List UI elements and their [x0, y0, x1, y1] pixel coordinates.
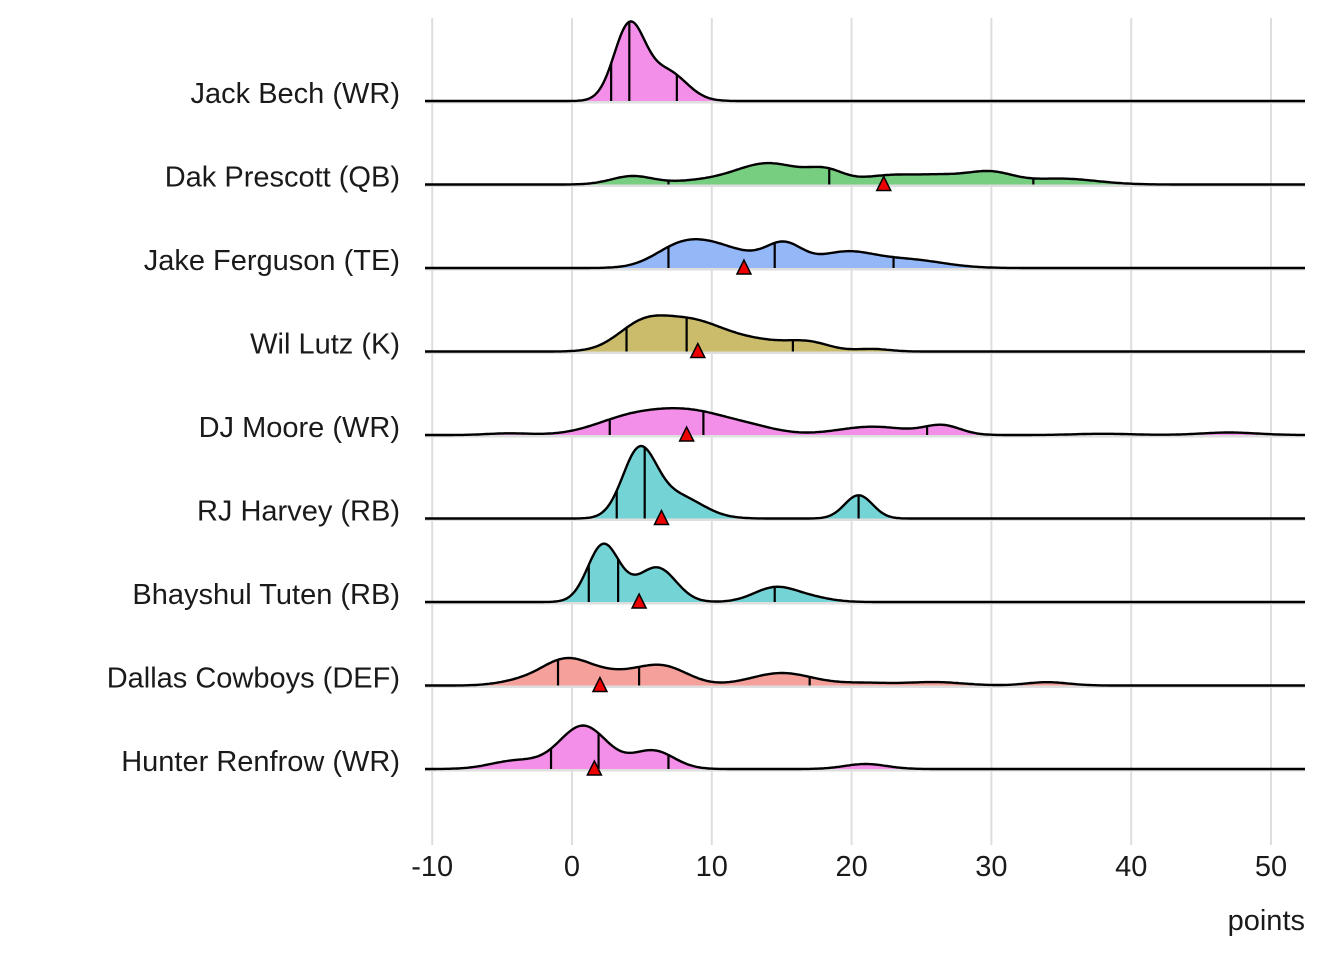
player-label: Dak Prescott (QB)	[165, 162, 400, 194]
actual-points-marker	[678, 425, 695, 442]
x-tick-label: 40	[1115, 851, 1147, 883]
ridge-row	[425, 314, 1305, 359]
actual-points-marker	[630, 592, 648, 609]
density-line	[425, 161, 1305, 186]
player-label: Hunter Renfrow (WR)	[121, 746, 400, 778]
player-label: Dallas Cowboys (DEF)	[107, 663, 400, 695]
x-tick-label: 30	[975, 851, 1007, 883]
player-label: RJ Harvey (RB)	[197, 496, 400, 528]
x-axis-title: points	[1228, 905, 1305, 937]
ridge-row	[425, 161, 1305, 192]
density-line	[425, 407, 1305, 437]
ridge-row	[425, 407, 1305, 442]
actual-points-marker	[689, 341, 707, 359]
player-label: DJ Moore (WR)	[199, 412, 400, 444]
density-area	[425, 446, 1305, 519]
y-axis-labels: Jack Bech (WR) Dak Prescott (QB) Jake Ferg…	[107, 78, 400, 778]
ridge-row	[425, 724, 1305, 776]
density-line	[425, 542, 1305, 604]
x-tick-label: 10	[696, 851, 728, 883]
x-tick-label: 0	[564, 851, 580, 883]
density-area	[425, 408, 1305, 435]
density-area	[425, 21, 1305, 101]
ridge-row	[425, 20, 1305, 103]
density-area	[425, 543, 1305, 602]
density-area	[425, 658, 1305, 686]
density-line	[425, 724, 1305, 771]
actual-points-marker	[586, 759, 603, 776]
density-line	[425, 444, 1305, 520]
actual-points-marker	[591, 675, 609, 693]
player-label: Jack Bech (WR)	[191, 78, 400, 110]
x-axis-ticks: -10 0 10 20 30 40 50	[411, 851, 1287, 883]
actual-points-marker	[735, 258, 753, 275]
ridge-row	[425, 238, 1305, 275]
ridges	[425, 20, 1305, 776]
density-area	[425, 163, 1305, 185]
player-label: Wil Lutz (K)	[250, 329, 400, 361]
x-tick-label: 20	[835, 851, 867, 883]
density-line	[425, 238, 1305, 270]
ridge-row	[425, 542, 1305, 609]
actual-points-marker	[875, 174, 892, 192]
actual-points-marker	[653, 508, 670, 526]
x-tick-label: 50	[1255, 851, 1287, 883]
player-label: Jake Ferguson (TE)	[144, 245, 400, 277]
density-line	[425, 20, 1305, 103]
player-label: Bhayshul Tuten (RB)	[132, 579, 400, 611]
ridge-row	[425, 656, 1305, 693]
ridge-row	[425, 444, 1305, 526]
density-line	[425, 656, 1305, 687]
density-area	[425, 315, 1305, 352]
density-area	[425, 725, 1305, 769]
density-line	[425, 314, 1305, 353]
x-tick-label: -10	[411, 851, 453, 883]
